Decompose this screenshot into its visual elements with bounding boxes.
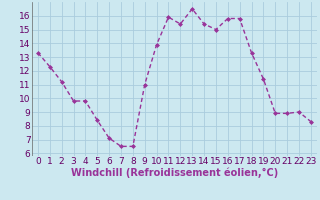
X-axis label: Windchill (Refroidissement éolien,°C): Windchill (Refroidissement éolien,°C) <box>71 168 278 178</box>
